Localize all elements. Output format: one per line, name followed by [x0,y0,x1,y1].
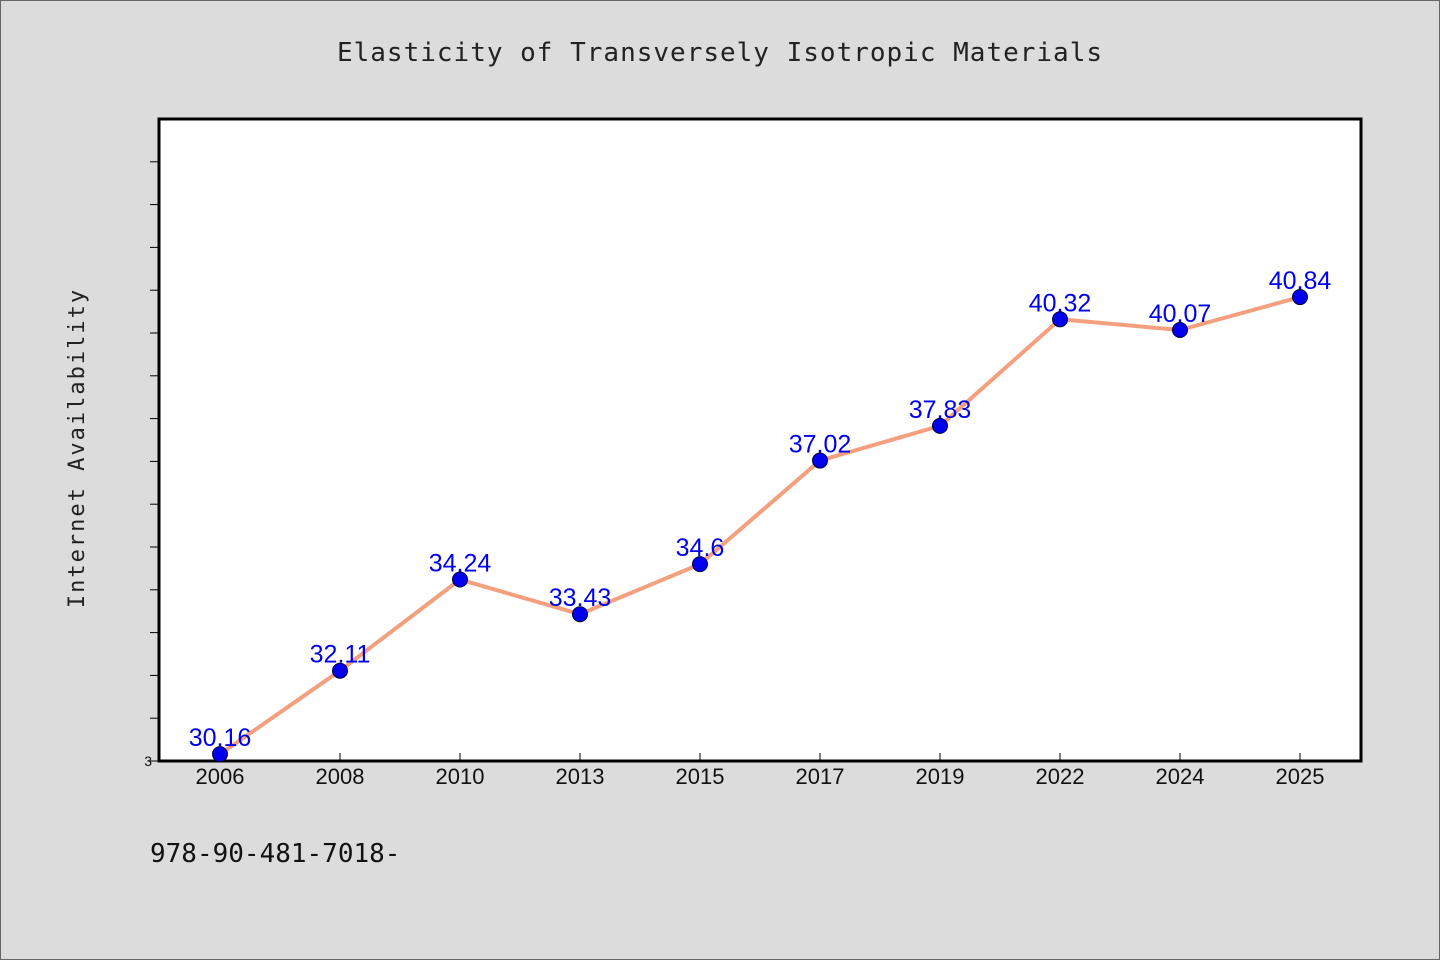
data-label: 40.32 [1029,289,1092,317]
x-tick-label: 2017 [796,764,845,789]
data-point-marker [812,452,828,469]
data-label: 30.16 [189,724,252,752]
data-point-marker [572,606,588,623]
data-point-marker [692,556,708,573]
x-tick-label: 2006 [196,764,245,789]
data-point-marker [932,417,948,434]
x-tick-label: 2025 [1276,764,1325,789]
data-label: 33.43 [549,584,612,612]
chart-title: Elasticity of Transversely Isotropic Mat… [337,38,1103,68]
data-label: 40.84 [1269,267,1332,295]
x-tick-label: 2015 [676,764,725,789]
data-label: 34.24 [429,550,492,578]
x-tick-label: 2008 [316,764,365,789]
data-label: 37.83 [909,396,972,424]
y-tick-label: 3 [144,753,152,769]
x-tick-label: 2024 [1156,764,1205,789]
x-axis-tick-labels: 2006 2008 2010 2013 2015 2017 2019 2022 2024 2025 [196,764,1325,789]
series-line [218,295,1301,756]
y-axis-label: Internet Availability [65,288,90,608]
data-point-marker [1052,311,1068,328]
footer-text: 978-90-481-7018- [150,839,400,869]
data-label: 34.6 [676,534,725,562]
data-point-marker [1172,322,1188,339]
data-point-marker [452,571,468,588]
data-point-marker [212,746,228,763]
data-point-marker [1292,289,1308,306]
series-markers [212,289,1308,763]
x-tick-label: 2019 [916,764,965,789]
data-point-marker [332,662,348,679]
y-axis-ticks [150,161,159,762]
x-tick-label: 2013 [556,764,605,789]
data-label: 32.11 [310,641,371,669]
data-label: 40.07 [1149,300,1212,328]
data-label: 37.02 [789,431,852,459]
x-tick-label: 2022 [1036,764,1085,789]
data-labels: 30.16 32.11 34.24 33.43 34.6 37.02 37.83 40.32 4… [189,267,1332,752]
x-tick-label: 2010 [436,764,485,789]
